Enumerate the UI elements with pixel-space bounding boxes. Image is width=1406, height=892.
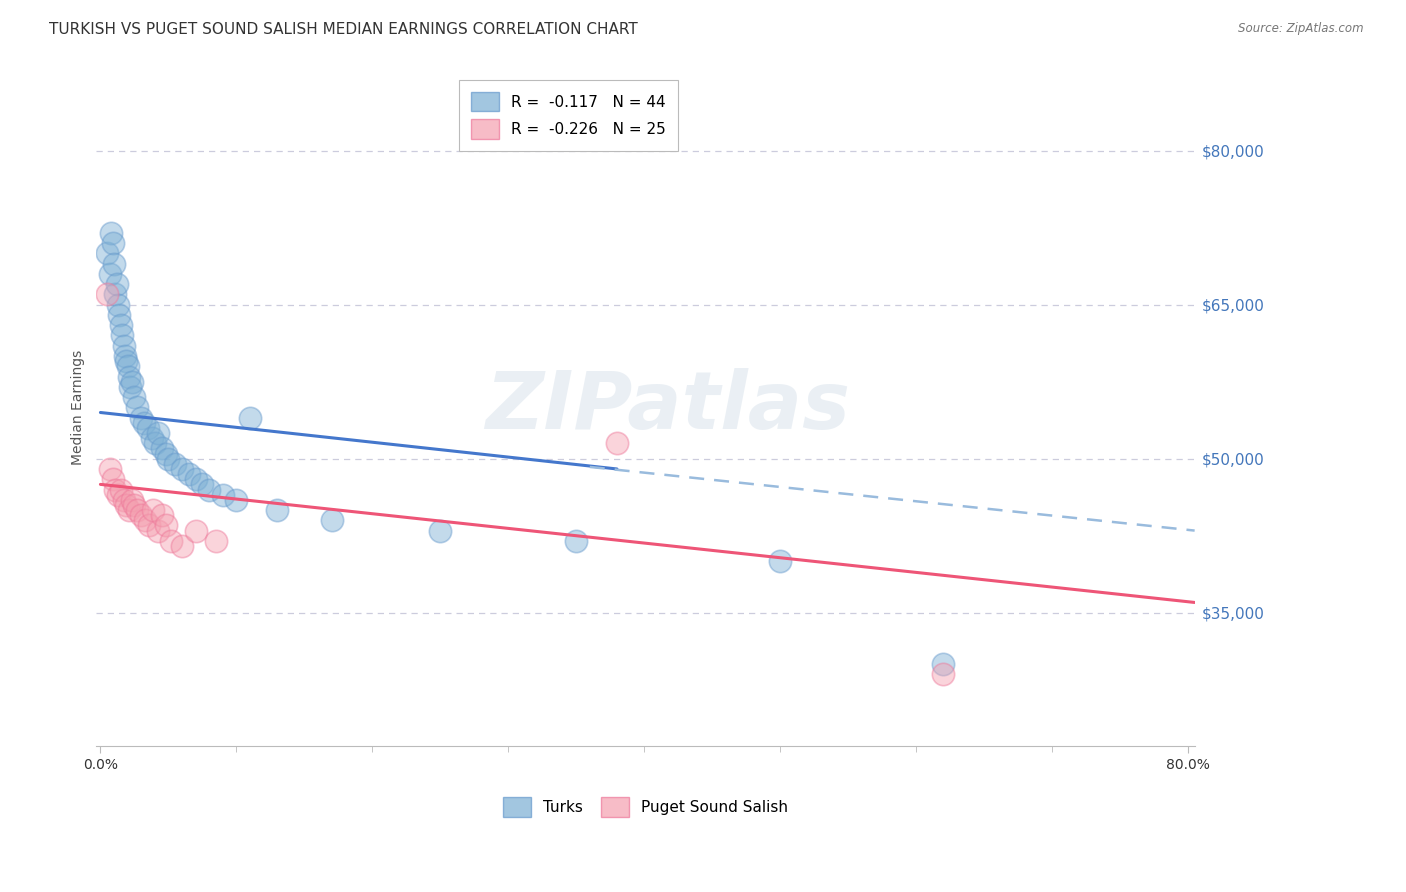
Point: [108, 308, 131, 322]
Point: [129, 410, 152, 425]
Point: [184, 524, 207, 538]
Point: [239, 410, 262, 425]
Point: [146, 524, 169, 538]
Point: [105, 277, 128, 292]
Point: [211, 488, 233, 502]
Point: [606, 436, 628, 450]
Point: [170, 539, 193, 553]
Point: [146, 425, 169, 440]
Point: [124, 498, 146, 512]
Point: [112, 492, 135, 507]
Point: [103, 257, 125, 271]
Point: [98, 462, 121, 476]
Point: [98, 267, 121, 281]
Point: [115, 354, 138, 368]
Point: [107, 488, 129, 502]
Point: [120, 380, 142, 394]
Point: [170, 462, 193, 476]
Point: [769, 554, 792, 568]
Point: [155, 518, 177, 533]
Text: TURKISH VS PUGET SOUND SALISH MEDIAN EARNINGS CORRELATION CHART: TURKISH VS PUGET SOUND SALISH MEDIAN EAR…: [49, 22, 638, 37]
Legend: Turks, Puget Sound Salish: Turks, Puget Sound Salish: [498, 791, 794, 823]
Point: [118, 503, 141, 517]
Point: [121, 375, 143, 389]
Point: [107, 298, 129, 312]
Point: [118, 369, 141, 384]
Point: [205, 533, 228, 548]
Point: [96, 246, 118, 260]
Point: [138, 518, 160, 533]
Point: [136, 421, 159, 435]
Point: [266, 503, 288, 517]
Point: [134, 513, 156, 527]
Point: [932, 667, 955, 681]
Point: [114, 349, 136, 363]
Y-axis label: Median Earnings: Median Earnings: [72, 350, 86, 465]
Point: [429, 524, 451, 538]
Text: Source: ZipAtlas.com: Source: ZipAtlas.com: [1239, 22, 1364, 36]
Point: [198, 483, 221, 497]
Point: [565, 533, 588, 548]
Point: [191, 477, 214, 491]
Point: [165, 457, 187, 471]
Point: [132, 416, 155, 430]
Point: [124, 390, 146, 404]
Point: [150, 508, 173, 523]
Point: [115, 498, 138, 512]
Point: [112, 339, 135, 353]
Point: [160, 533, 183, 548]
Point: [321, 513, 343, 527]
Point: [141, 431, 163, 445]
Point: [150, 442, 173, 456]
Point: [111, 328, 134, 343]
Point: [104, 483, 127, 497]
Point: [101, 472, 124, 486]
Point: [142, 503, 165, 517]
Point: [96, 287, 118, 301]
Point: [127, 401, 149, 415]
Point: [129, 508, 152, 523]
Point: [932, 657, 955, 671]
Point: [155, 446, 177, 460]
Point: [143, 436, 166, 450]
Point: [177, 467, 200, 482]
Point: [110, 483, 132, 497]
Point: [225, 492, 247, 507]
Point: [104, 287, 127, 301]
Point: [117, 359, 139, 374]
Point: [184, 472, 207, 486]
Point: [121, 492, 143, 507]
Point: [100, 226, 122, 240]
Point: [157, 451, 180, 466]
Point: [101, 236, 124, 251]
Point: [127, 503, 149, 517]
Text: ZIPatlas: ZIPatlas: [485, 368, 851, 446]
Point: [110, 318, 132, 333]
